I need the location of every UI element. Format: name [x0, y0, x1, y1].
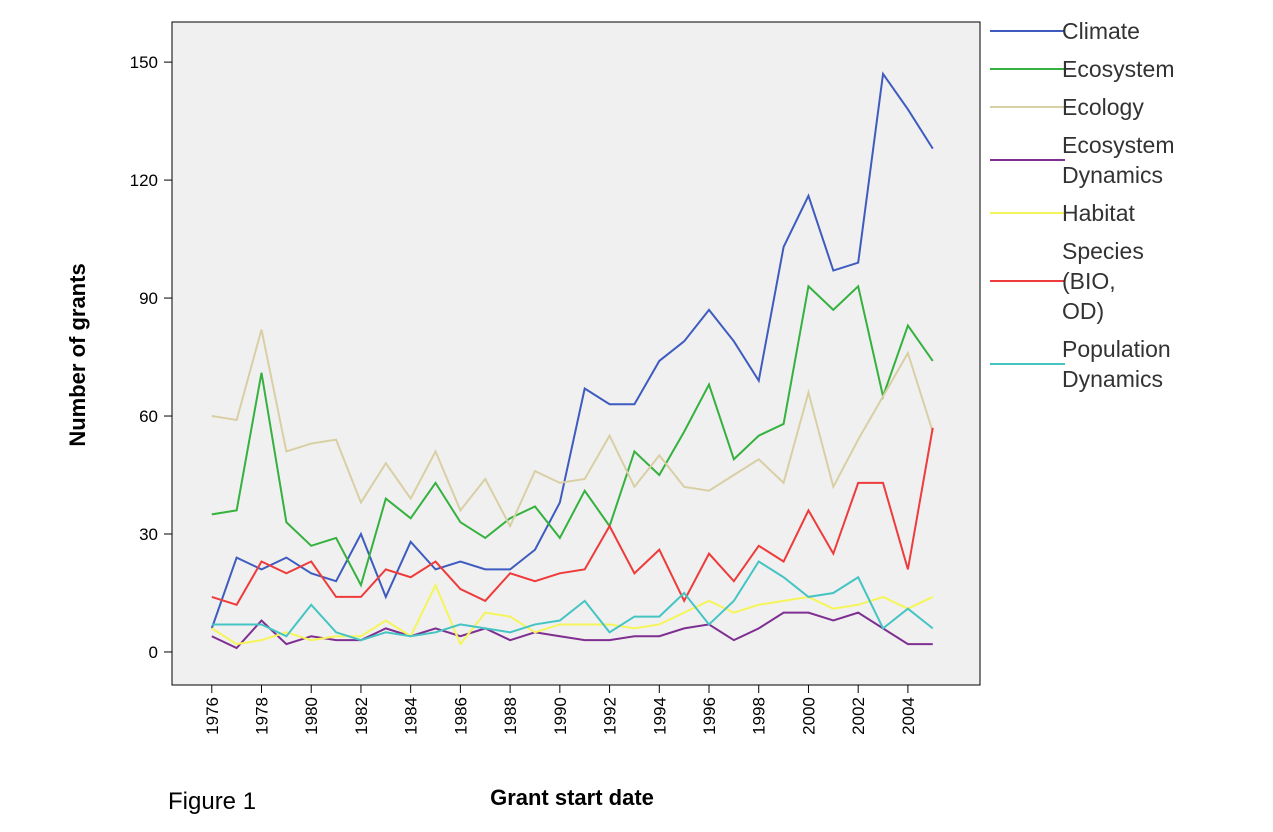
series-line [210, 71, 934, 629]
y-tick-label: 60 [139, 407, 158, 426]
legend-label: Species (BIO, OD) [1062, 238, 1144, 324]
caption: Figure 1 [168, 788, 257, 815]
y-tick-label: 30 [139, 525, 158, 544]
y-tick-label: 150 [130, 53, 158, 72]
x-tick-label: 1976 [203, 697, 222, 735]
y-tick-label: 0 [149, 643, 158, 662]
x-tick-label: 1980 [302, 697, 321, 735]
x-tick-label: 1978 [253, 697, 272, 735]
plot-area [171, 21, 981, 686]
legend-label: Climate [1062, 18, 1140, 44]
legend-label: Population Dynamics [1062, 336, 1171, 392]
y-tick-label: 90 [139, 289, 158, 308]
x-tick-label: 1982 [352, 697, 371, 735]
legend-label: Habitat [1062, 200, 1135, 226]
legend-item: Habitat [990, 198, 1160, 228]
x-tick-label: 2000 [799, 697, 818, 735]
legend-label: Ecosystem Dynamics [1062, 132, 1175, 188]
legend: Climate Ecosystem Ecology Ecosystem Dynamic… [990, 16, 1174, 402]
legend-swatch [990, 30, 1065, 32]
y-tick-label: 120 [130, 171, 158, 190]
legend-swatch [990, 363, 1065, 365]
x-tick-label: 1984 [402, 697, 421, 735]
legend-swatch [990, 212, 1065, 214]
x-tick-label: 1996 [700, 697, 719, 735]
series-line [211, 329, 934, 529]
x-tick-label: 1986 [451, 697, 470, 735]
legend-item: Ecology [990, 92, 1160, 122]
x-tick-label: 1998 [750, 697, 769, 735]
series-line [211, 611, 933, 650]
legend-swatch [990, 280, 1065, 282]
legend-label: Ecosystem [1062, 56, 1175, 82]
x-axis-title: Grant start date [490, 785, 654, 810]
legend-item: Species (BIO, OD) [990, 236, 1160, 326]
legend-item: Population Dynamics [990, 334, 1171, 394]
x-tick-label: 1988 [501, 697, 520, 735]
legend-item: Climate [990, 16, 1160, 46]
series-line [211, 560, 934, 642]
legend-item: Ecosystem [990, 54, 1174, 84]
x-tick-label: 1992 [601, 697, 620, 735]
y-axis-title: Number of grants [65, 263, 90, 446]
legend-item: Ecosystem Dynamics [990, 130, 1174, 190]
series-line [211, 284, 934, 588]
x-tick-label: 2002 [849, 697, 868, 735]
legend-label: Ecology [1062, 94, 1144, 120]
series-line [211, 427, 934, 606]
x-tick-label: 2004 [899, 697, 918, 735]
legend-swatch [990, 106, 1065, 108]
legend-swatch [990, 159, 1065, 161]
x-tick-label: 1990 [551, 697, 570, 735]
series-line [211, 582, 934, 647]
x-tick-label: 1994 [650, 697, 669, 735]
legend-swatch [990, 68, 1065, 70]
